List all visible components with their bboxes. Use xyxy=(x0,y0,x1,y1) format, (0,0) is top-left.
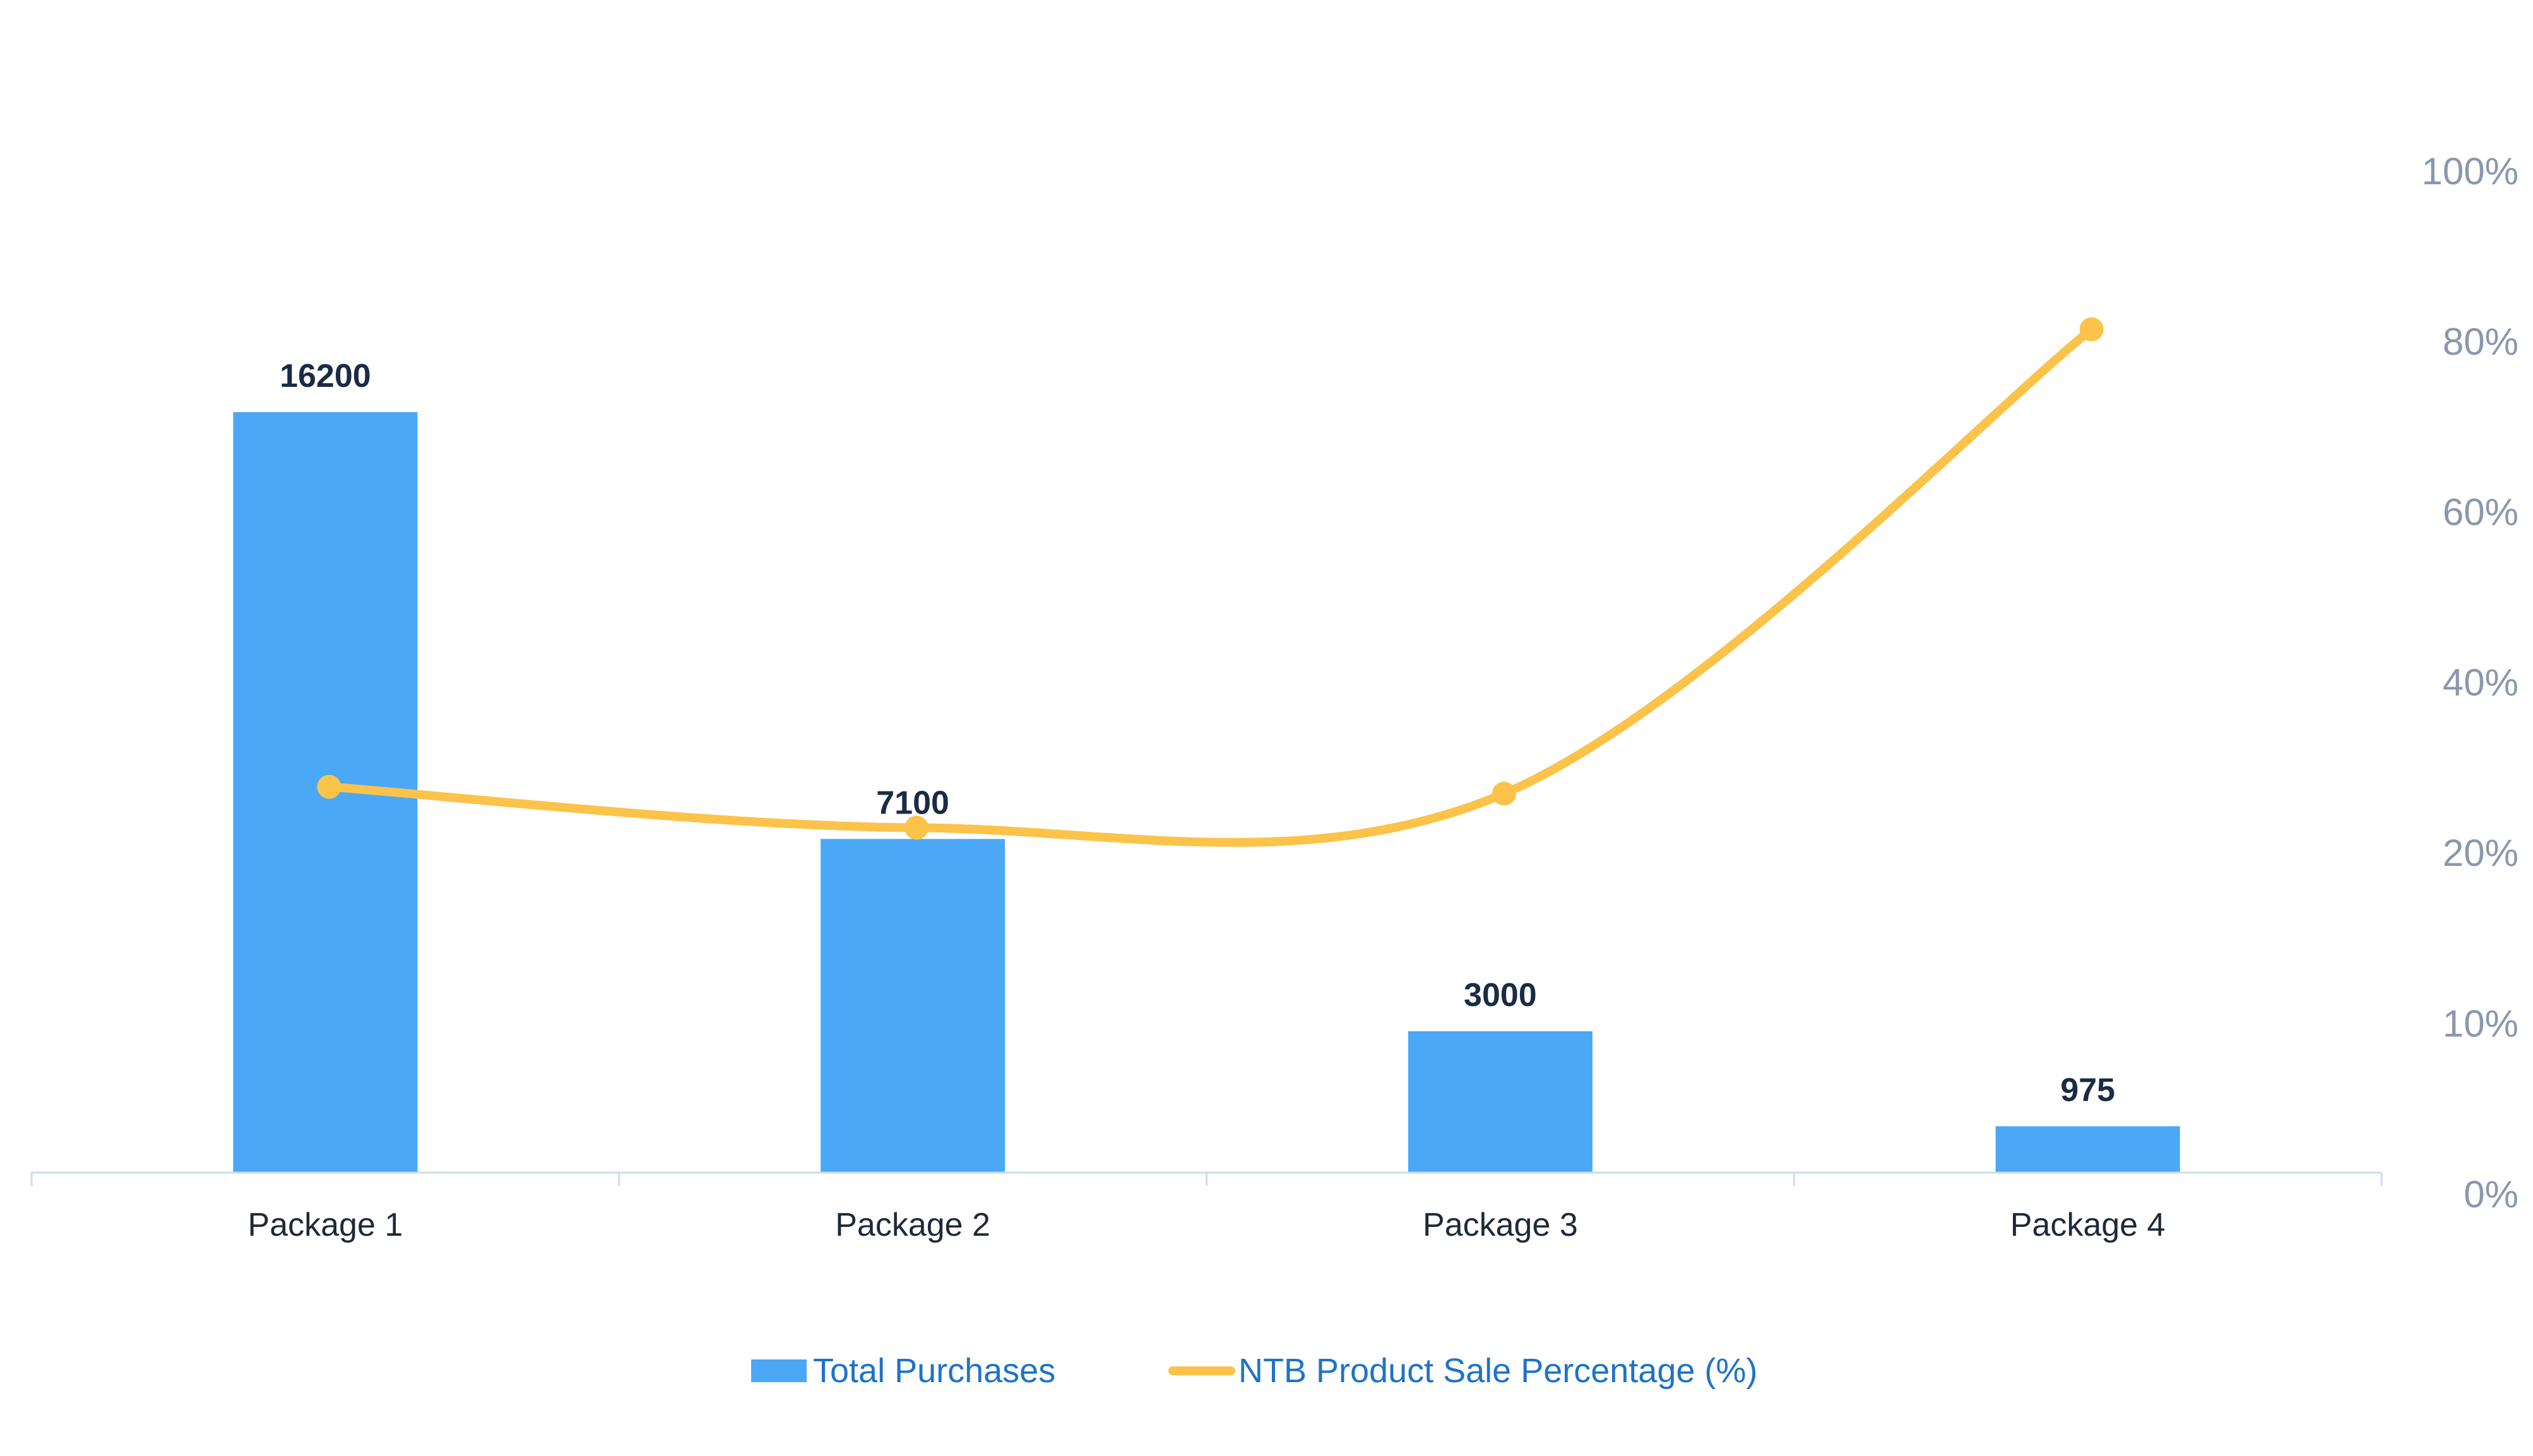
legend-swatch-bar xyxy=(751,1359,807,1382)
x-tick-label-3: Package 3 xyxy=(1423,1207,1578,1243)
bar-2 xyxy=(821,839,1005,1172)
bars-layer xyxy=(233,412,2180,1172)
bar-value-label-3: 3000 xyxy=(1464,977,1537,1014)
legend-label-bar: Total Purchases xyxy=(813,1352,1055,1390)
y-tick-label-40: 40% xyxy=(2443,661,2518,704)
x-tick-label-1: Package 1 xyxy=(248,1207,403,1243)
value-labels: 16200 7100 3000 975 xyxy=(280,358,2115,1109)
y-tick-label-80: 80% xyxy=(2443,321,2518,363)
bar-4 xyxy=(1995,1126,2180,1172)
x-axis: Package 1 Package 2 Package 3 Package 4 xyxy=(30,1171,2383,1243)
bar-value-label-4: 975 xyxy=(2060,1072,2115,1109)
legend-label-line: NTB Product Sale Percentage (%) xyxy=(1238,1352,1757,1390)
line-point-4 xyxy=(2079,317,2104,341)
line-point-3 xyxy=(1492,781,1516,806)
legend: Total Purchases NTB Product Sale Percenta… xyxy=(751,1352,1757,1390)
line-series-path xyxy=(324,324,2096,847)
y-tick-label-0: 0% xyxy=(2464,1173,2518,1216)
bar-value-label-1: 16200 xyxy=(280,358,371,394)
bar-3 xyxy=(1408,1031,1593,1172)
line-point-1 xyxy=(317,774,341,799)
y-tick-label-10: 10% xyxy=(2443,1003,2518,1045)
y-tick-label-60: 60% xyxy=(2443,491,2518,533)
bar-value-label-2: 7100 xyxy=(876,784,949,821)
x-tick-label-4: Package 4 xyxy=(2010,1207,2166,1243)
y-tick-label-20: 20% xyxy=(2443,832,2518,874)
y-tick-label-100: 100% xyxy=(2422,150,2518,192)
x-tick-label-2: Package 2 xyxy=(835,1207,990,1243)
right-y-axis: 0% 10% 20% 40% 60% 80% 100% xyxy=(2422,150,2518,1216)
line-point-2 xyxy=(905,815,929,840)
line-layer xyxy=(317,317,2104,847)
